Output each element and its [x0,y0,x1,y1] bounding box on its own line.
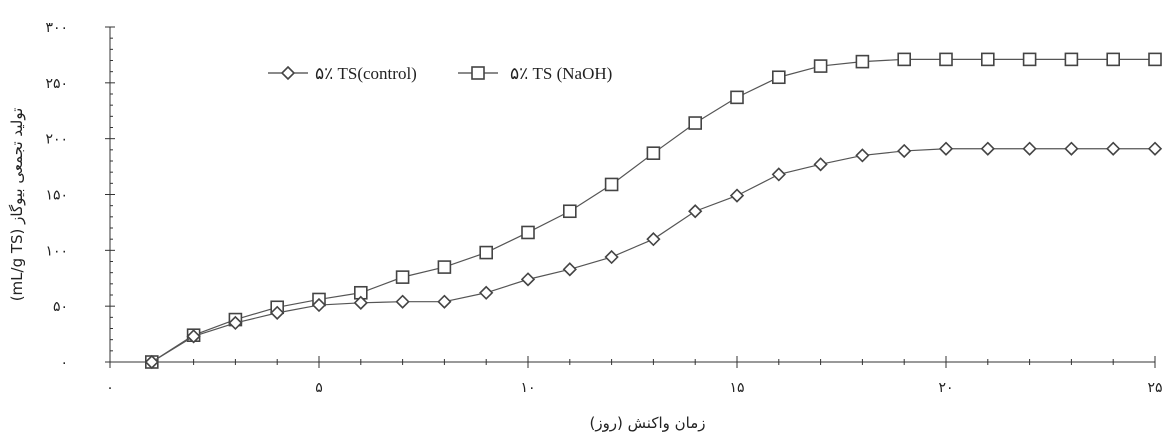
diamond-point [646,232,661,247]
diamond-point [479,285,494,300]
legend: ۵٪ TS(control) ۵٪ TS (NaOH) [268,64,612,83]
diamond-point [562,262,577,277]
square-point [646,146,661,160]
diamond-point [311,297,327,313]
square-point [437,260,452,274]
square-point [1106,52,1120,67]
x-tick-label: ۰ [106,380,114,396]
y-tick-label: ۵۰ [53,299,68,315]
diamond-point [395,294,410,309]
legend-square-marker [471,66,485,80]
square-point [897,52,912,67]
series-control [144,141,1163,370]
square-point [521,225,535,240]
square-point [980,52,995,67]
diamond-point [980,141,995,156]
y-tick-label: ۳۰۰ [45,20,68,36]
series-layer [144,52,1163,370]
axes: ۰ ۵۰ ۱۰۰ ۱۵۰ ۲۰۰ ۲۵۰ ۳۰۰ ۰ ۵ ۱۰ ۱۵ ۲۰ ۲۵ [45,20,1162,396]
square-point [1064,52,1079,67]
x-axis-title: زمان واکنش (روز) [589,414,705,432]
diamond-point [144,354,159,370]
diamond-point [270,305,285,320]
diamond-point [688,204,703,219]
series-line [151,148,1155,363]
legend-diamond-marker [280,65,296,81]
square-point [813,59,828,73]
y-tick-label: ۰ [60,355,68,371]
diamond-point [813,157,828,172]
square-point [939,52,953,67]
x-tick-label: ۲۵ [1147,380,1162,396]
y-axis-title: تولید تجمعی بیوگاز (mL/g TS) [8,108,26,302]
diamond-point [1106,141,1121,156]
diamond-point [1022,141,1037,156]
legend-label: ۵٪ TS (NaOH) [510,64,612,83]
y-tick-label: ۱۵۰ [45,188,68,204]
diamond-point [855,148,870,163]
square-point [479,245,494,260]
x-tick-label: ۲۰ [938,380,953,396]
diamond-point [228,315,243,331]
x-tick-label: ۱۰ [520,380,535,396]
diamond-point [938,141,954,156]
x-tick-label: ۵ [315,380,323,396]
diamond-point [1064,141,1079,156]
square-point [604,177,619,192]
legend-entry: ۵٪ TS(control) [268,64,417,83]
legend-entry: ۵٪ TS (NaOH) [458,64,612,83]
y-tick-label: ۲۵۰ [45,76,68,92]
square-point [771,70,786,85]
y-tick-label: ۱۰۰ [45,243,68,259]
square-point [688,116,703,130]
diamond-point [437,294,452,309]
diamond-point [353,295,368,310]
diamond-point [1147,141,1163,156]
square-point [395,270,410,284]
y-tick-label: ۲۰۰ [45,132,68,148]
diamond-point [897,143,912,159]
diamond-point [729,188,745,203]
square-point [1148,52,1162,67]
square-point [855,54,870,69]
diamond-point [520,272,536,287]
diamond-point [771,167,786,182]
square-point [730,90,744,105]
legend-label: ۵٪ TS(control) [315,64,417,83]
series-line [151,58,1155,363]
x-tick-label: ۱۵ [729,380,744,396]
square-point [1022,52,1037,67]
series-naoh [145,52,1162,369]
diamond-point [604,249,619,265]
diamond-point [186,329,201,344]
square-point [562,204,577,219]
